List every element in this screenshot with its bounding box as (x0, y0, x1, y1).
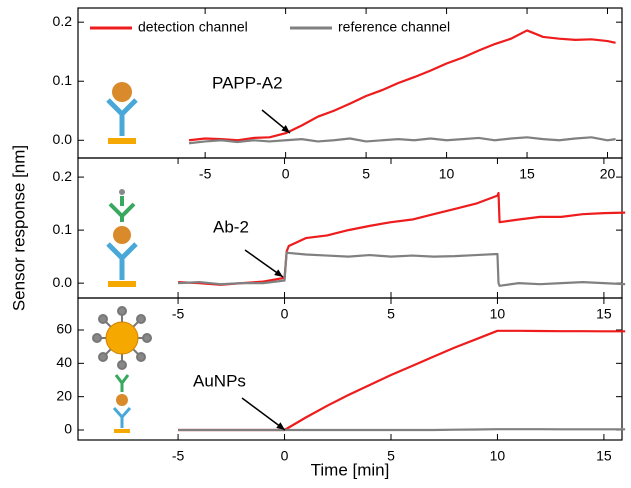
x-tick-label: 5 (362, 166, 370, 182)
annotation: PAPP-A2 (212, 73, 283, 92)
y-tick-label: 0.1 (53, 72, 73, 88)
y-tick-label: 20 (56, 387, 72, 403)
x-tick-label: 0 (281, 306, 289, 322)
data-line (178, 191, 626, 286)
x-tick-label: 0 (282, 166, 290, 182)
x-tick-label: 5 (387, 306, 395, 322)
data-line (188, 29, 616, 142)
annotation-arrowhead (274, 269, 283, 277)
icon-panel-2 (106, 189, 138, 287)
data-line (178, 251, 626, 287)
annotation: Ab-2 (213, 217, 249, 236)
data-line (178, 428, 626, 432)
icon-panel-1 (106, 82, 138, 144)
y-tick-label: 40 (56, 354, 72, 370)
plot-frame (77, 297, 623, 441)
x-tick-label: 15 (596, 306, 612, 322)
x-tick-label: 15 (596, 448, 612, 464)
legend-label: reference channel (338, 19, 450, 35)
annotation: AuNPs (193, 371, 246, 390)
plot-frame (77, 157, 623, 299)
y-tick-label: 60 (56, 321, 72, 337)
annotation-arrowhead (281, 125, 290, 133)
y-tick-label: 0.2 (53, 168, 73, 184)
x-tick-label: 5 (387, 448, 395, 464)
x-tick-label: 15 (519, 166, 535, 182)
x-tick-label: 10 (490, 448, 506, 464)
x-tick-label: 10 (490, 306, 506, 322)
x-tick-label: -5 (172, 306, 185, 322)
legend-label: detection channel (138, 19, 248, 35)
x-axis-label: Time [min] (311, 460, 390, 479)
y-axis-label: Sensor response [nm] (9, 145, 28, 311)
data-line (178, 329, 626, 432)
annotation-arrow (241, 397, 286, 431)
annotation-arrowhead (276, 422, 285, 430)
x-tick-label: -5 (199, 166, 212, 182)
y-tick-label: 0.0 (53, 274, 73, 290)
y-tick-label: 0.0 (53, 131, 73, 147)
y-tick-label: 0.1 (53, 221, 73, 237)
y-tick-label: 0.2 (53, 13, 73, 29)
x-tick-label: 0 (281, 448, 289, 464)
x-tick-label: 10 (439, 166, 455, 182)
x-tick-label: 20 (600, 166, 616, 182)
data-line (188, 136, 616, 145)
icon-panel-3 (92, 306, 152, 433)
x-tick-label: -5 (172, 448, 185, 464)
y-tick-label: 0 (64, 421, 72, 437)
